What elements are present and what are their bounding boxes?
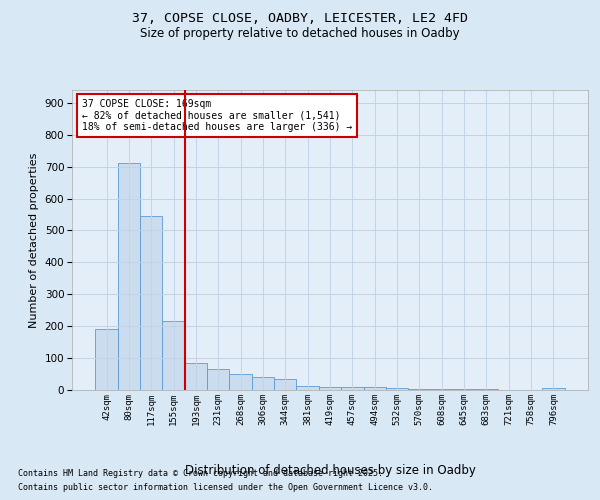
- Y-axis label: Number of detached properties: Number of detached properties: [29, 152, 39, 328]
- Bar: [431, 389, 453, 390]
- Bar: [118, 164, 140, 390]
- Bar: [140, 216, 163, 390]
- Bar: [207, 370, 229, 390]
- Bar: [274, 379, 296, 390]
- Text: 37, COPSE CLOSE, OADBY, LEICESTER, LE2 4FD: 37, COPSE CLOSE, OADBY, LEICESTER, LE2 4…: [132, 12, 468, 26]
- Bar: [319, 387, 341, 390]
- Bar: [296, 386, 319, 390]
- Bar: [252, 377, 274, 390]
- Text: 37 COPSE CLOSE: 169sqm
← 82% of detached houses are smaller (1,541)
18% of semi-: 37 COPSE CLOSE: 169sqm ← 82% of detached…: [82, 99, 353, 132]
- X-axis label: Distribution of detached houses by size in Oadby: Distribution of detached houses by size …: [185, 464, 475, 477]
- Bar: [229, 374, 252, 390]
- Bar: [386, 388, 408, 390]
- Bar: [185, 363, 207, 390]
- Bar: [95, 330, 118, 390]
- Bar: [364, 388, 386, 390]
- Bar: [542, 388, 565, 390]
- Bar: [341, 388, 364, 390]
- Text: Size of property relative to detached houses in Oadby: Size of property relative to detached ho…: [140, 28, 460, 40]
- Bar: [408, 389, 431, 390]
- Text: Contains public sector information licensed under the Open Government Licence v3: Contains public sector information licen…: [18, 484, 433, 492]
- Bar: [163, 322, 185, 390]
- Text: Contains HM Land Registry data © Crown copyright and database right 2025.: Contains HM Land Registry data © Crown c…: [18, 468, 383, 477]
